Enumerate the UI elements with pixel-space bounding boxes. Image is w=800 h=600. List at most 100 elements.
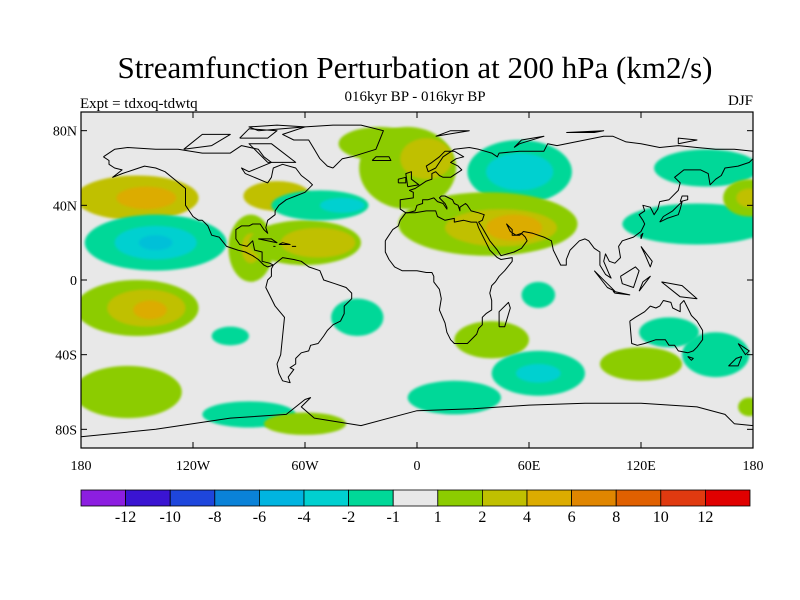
anomaly-region xyxy=(639,317,699,348)
anomaly-region xyxy=(211,326,249,346)
anomaly-region xyxy=(407,380,502,415)
coastline xyxy=(265,257,353,384)
anomaly-region xyxy=(400,138,453,180)
anomaly-fields xyxy=(81,126,753,435)
colorbar-label: -1 xyxy=(387,509,400,526)
colorbar-label: 12 xyxy=(697,509,713,526)
anomaly-region xyxy=(138,235,173,251)
colorbar-swatch xyxy=(125,489,171,507)
colorbar-swatch xyxy=(169,489,216,507)
colorbar-label: -6 xyxy=(253,509,266,526)
colorbar-label: -10 xyxy=(160,509,181,526)
anomaly-region xyxy=(319,197,365,213)
colorbar-label: -8 xyxy=(208,509,221,526)
anomaly-region xyxy=(738,397,753,417)
coastline xyxy=(498,301,511,328)
coastline xyxy=(282,124,384,169)
x-tick-label: 180 xyxy=(743,459,764,474)
colorbar-swatch xyxy=(392,489,439,507)
colorbar-swatch xyxy=(481,489,528,507)
anomaly-region xyxy=(263,412,347,435)
anomaly-region xyxy=(280,227,356,258)
colorbar-label: 4 xyxy=(523,509,531,526)
colorbar-swatch xyxy=(258,489,305,507)
colorbar-swatch xyxy=(571,489,617,507)
y-tick-label: 80S xyxy=(55,423,77,438)
colorbar-label: -4 xyxy=(297,509,310,526)
colorbar-swatch xyxy=(437,489,483,507)
anomaly-region xyxy=(81,365,182,419)
y-tick-label: 40S xyxy=(55,349,77,364)
colorbar-label: -2 xyxy=(342,509,355,526)
colorbar-label: 2 xyxy=(478,509,486,526)
colorbar-swatch xyxy=(214,489,260,507)
colorbar-label: 1 xyxy=(434,509,442,526)
coastline xyxy=(399,135,753,279)
coastline xyxy=(248,143,297,163)
anomaly-region xyxy=(736,188,753,208)
coastline xyxy=(661,281,698,300)
coastline xyxy=(183,133,231,150)
colorbar-label: 10 xyxy=(653,509,669,526)
x-axis: 180 120W 60W 0 60E 120E 180 xyxy=(71,112,764,474)
colorbar-label: 8 xyxy=(612,509,620,526)
colorbar-swatch xyxy=(80,489,126,507)
plot-title: Streamfunction Perturbation at 200 hPa (… xyxy=(117,50,713,85)
x-tick-label: 60W xyxy=(291,459,319,474)
coastline xyxy=(513,135,545,148)
coastline xyxy=(677,137,698,145)
coastline xyxy=(640,246,653,268)
anomaly-region xyxy=(515,364,561,383)
coastline xyxy=(629,300,704,354)
coastline xyxy=(278,242,291,245)
y-axis: 80N 40N 0 40S 80S xyxy=(53,125,753,438)
anomaly-region xyxy=(331,298,384,337)
coastline xyxy=(258,238,278,244)
coastline xyxy=(239,128,278,139)
colorbar-swatch xyxy=(526,489,572,507)
anomaly-region xyxy=(486,153,554,191)
anomaly-region xyxy=(599,347,683,381)
coastline xyxy=(371,156,392,161)
y-tick-label: 0 xyxy=(70,274,77,289)
colorbar-swatch xyxy=(660,489,706,507)
x-tick-label: 120E xyxy=(626,459,656,474)
season-label: DJF xyxy=(727,93,753,109)
x-tick-label: 120W xyxy=(176,459,211,474)
colorbar-swatch xyxy=(615,489,662,507)
anomaly-region xyxy=(486,214,543,241)
coastline xyxy=(728,356,743,367)
x-tick-label: 180 xyxy=(71,459,92,474)
coastline xyxy=(593,270,616,292)
colorbar-swatch xyxy=(705,489,751,507)
colorbar: -12 -10 -8 -6 -4 -2 -1 1 2 4 6 8 10 12 xyxy=(80,489,751,526)
anomaly-region xyxy=(521,281,556,308)
coastline xyxy=(620,266,640,288)
coastlines xyxy=(81,124,753,438)
anomaly-region xyxy=(682,332,750,378)
coastline xyxy=(679,195,689,203)
anomaly-region xyxy=(654,149,753,187)
y-tick-label: 80N xyxy=(53,125,77,140)
coastline xyxy=(384,210,513,344)
experiment-label: Expt = tdxoq-tdwtq xyxy=(80,96,198,112)
y-tick-label: 40N xyxy=(53,199,77,214)
plot-subtitle: 016kyr BP - 016kyr BP xyxy=(344,89,486,105)
coastline xyxy=(81,397,753,438)
coastline xyxy=(638,275,651,292)
x-tick-label: 60E xyxy=(518,459,541,474)
coastline xyxy=(248,124,306,132)
coastline xyxy=(435,130,470,137)
anomaly-region xyxy=(116,186,177,210)
anomaly-region xyxy=(454,321,529,359)
coastline xyxy=(566,130,605,133)
coastline xyxy=(640,232,644,240)
colorbar-label: 6 xyxy=(568,509,576,526)
coastline xyxy=(397,176,407,184)
x-tick-label: 0 xyxy=(414,459,421,474)
coastline xyxy=(687,356,694,361)
colorbar-swatch xyxy=(348,489,394,507)
anomaly-region xyxy=(133,300,167,320)
coastline xyxy=(737,343,750,356)
